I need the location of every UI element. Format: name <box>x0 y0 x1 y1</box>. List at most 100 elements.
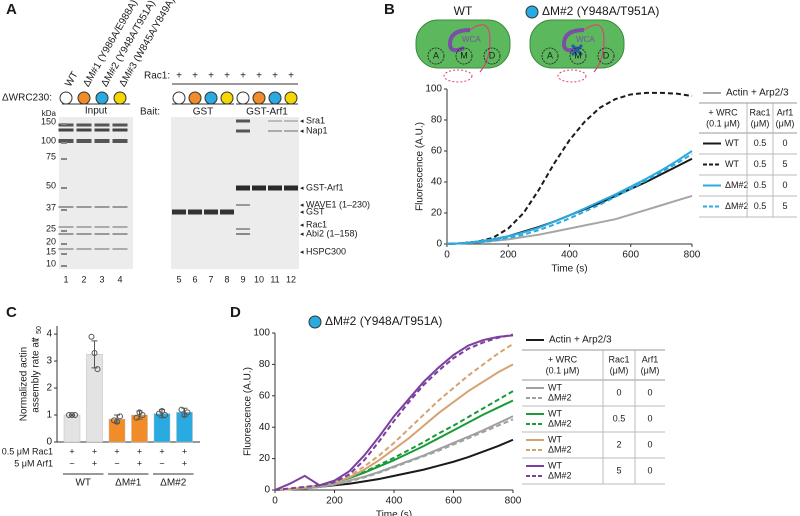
marker-label: 75 <box>46 151 56 161</box>
gel-band <box>236 228 250 230</box>
data-point <box>178 406 185 413</box>
rac1-mark: + <box>240 71 246 82</box>
legend-header: (0.1 μM) <box>706 118 740 128</box>
y-axis-label: Fluorescence (A.U.) <box>415 122 426 211</box>
gel-band <box>58 226 74 228</box>
rac1-mark: + <box>288 71 294 82</box>
data-point <box>66 412 72 419</box>
gel-band <box>268 120 282 122</box>
input-label: Input <box>85 106 107 117</box>
data-point <box>88 333 95 340</box>
legend-label: WT <box>725 159 739 169</box>
rac1-mark: + <box>256 71 262 82</box>
legend-header: (μM) <box>776 118 795 128</box>
legend-label: WT <box>548 460 562 470</box>
legend-label: WT <box>548 434 562 444</box>
data-point <box>72 412 78 419</box>
data-point <box>94 366 101 373</box>
y-tick-label: 100 <box>425 84 442 95</box>
lane-number: 9 <box>240 274 245 284</box>
legend-label: WT <box>548 382 562 392</box>
cartoon-wca <box>447 28 471 53</box>
gel-band <box>58 139 74 143</box>
gel-band <box>61 158 67 160</box>
x-tick-label: 400 <box>561 250 578 261</box>
gel-band <box>112 226 128 228</box>
group-label: WT <box>75 478 91 489</box>
gel-band <box>76 206 92 208</box>
condition-mark: + <box>69 446 74 456</box>
legend-arf1: 5 <box>782 159 787 169</box>
gel-band <box>252 185 266 191</box>
gel-band <box>112 206 128 208</box>
lane-number: 7 <box>208 274 213 284</box>
band-arrow: ◂ <box>300 249 304 256</box>
gel-band <box>268 130 282 132</box>
band-label: GST-Arf1 <box>306 182 344 192</box>
band-label: Rac1 <box>306 219 327 229</box>
gel-band <box>112 128 128 132</box>
marker-label: 20 <box>46 236 56 246</box>
series-line <box>274 333 514 491</box>
marker-label: 50 <box>46 180 56 190</box>
legend-label: WT <box>725 138 739 148</box>
gel-band <box>94 128 110 132</box>
cartoon-domain-label: D <box>489 50 496 60</box>
bait-name: GST-Arf1 <box>246 107 288 118</box>
legend-arf1: 0 <box>647 465 652 475</box>
marker-label: 100 <box>41 135 56 145</box>
condition-mark: + <box>92 446 97 456</box>
y-axis-label-sub: 50 <box>36 326 43 334</box>
rac1-label: Rac1: <box>144 71 170 82</box>
rac1-mark: + <box>224 71 230 82</box>
lane-number: 12 <box>286 274 296 284</box>
condition-label: 5 μM Arf1 <box>14 458 53 468</box>
gel-band <box>76 226 92 228</box>
series-line <box>274 334 514 491</box>
gel-band <box>112 123 128 127</box>
cartoon-linker <box>469 24 491 73</box>
lane-number: 11 <box>270 274 279 284</box>
band-arrow: ◂ <box>300 118 304 125</box>
cartoon-domain-label: M <box>574 50 582 60</box>
legend-arf1: 0 <box>782 180 787 190</box>
band-label: Abi2 (1–158) <box>306 228 358 238</box>
gel-band <box>76 128 92 132</box>
kda-label: kDa <box>42 109 57 118</box>
lane-number: 8 <box>224 274 229 284</box>
legend-rac1: 0 <box>616 387 621 397</box>
data-point <box>69 412 75 419</box>
x-tick-label: 800 <box>505 496 522 507</box>
band-arrow: ◂ <box>300 222 304 229</box>
band-label: WAVE1 (1–230) <box>306 199 370 209</box>
legend-label: WT <box>548 408 562 418</box>
legend-header: Rac1 <box>608 354 629 364</box>
error-bar <box>91 340 98 369</box>
cartoon-domain-label: A <box>547 50 553 60</box>
legend-header: Arf1 <box>642 354 659 364</box>
gel-band <box>58 128 74 132</box>
y-tick-label: 20 <box>431 208 443 219</box>
x-tick-label: 200 <box>326 496 343 507</box>
panel-label: B <box>384 1 395 18</box>
y-tick-label: 0 <box>436 239 442 250</box>
gel-band <box>76 233 92 235</box>
cartoon-wca: WCA <box>576 35 595 44</box>
cartoon-domain-label: A <box>433 50 439 60</box>
legend-arf1: 0 <box>647 413 652 423</box>
cartoon-domain <box>427 47 445 65</box>
condition-mark: + <box>182 458 187 468</box>
cartoon-loop <box>557 69 587 83</box>
y-tick-label: 40 <box>259 422 271 433</box>
gel-band <box>220 209 234 215</box>
cartoon-wca: WCA <box>462 35 481 44</box>
gel-band <box>61 209 67 211</box>
gel-band <box>94 139 110 143</box>
band-arrow: ◂ <box>300 202 304 209</box>
legend-label: ΔM#2 <box>725 180 749 190</box>
legend-label: ΔM#2 <box>548 470 572 480</box>
gel-band <box>61 265 67 267</box>
band-arrow: ◂ <box>300 209 304 216</box>
gel-band <box>236 129 250 133</box>
series-line <box>446 153 693 245</box>
